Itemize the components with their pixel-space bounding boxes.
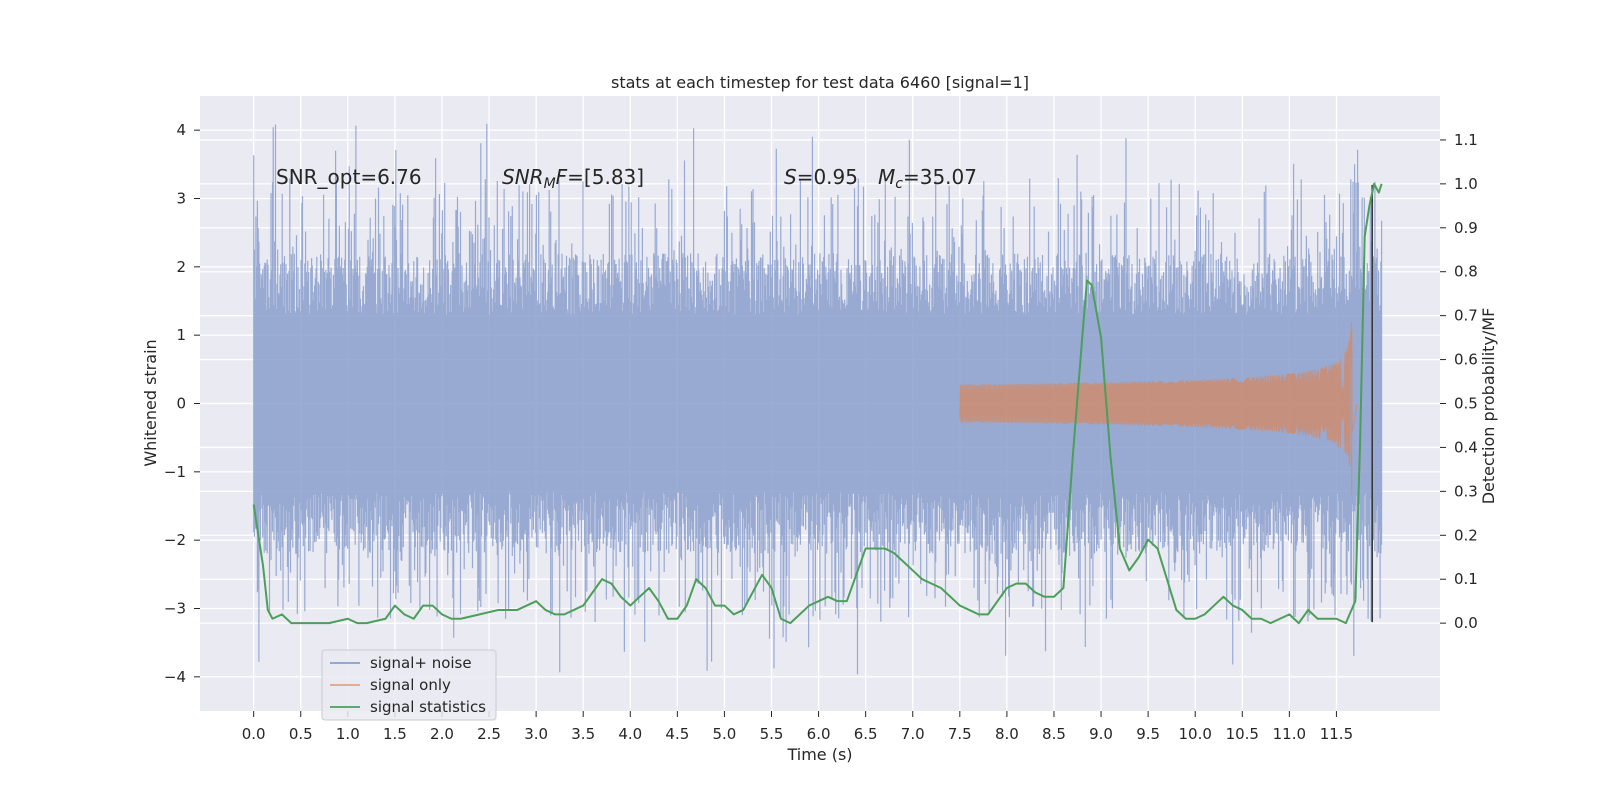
x-tick-label: 8.5 bbox=[1042, 725, 1066, 743]
annotation-snr-mf-label2: F bbox=[556, 165, 568, 189]
y-right-tick-label: 1.0 bbox=[1454, 175, 1478, 193]
annotation-snr-opt: SNR_opt=6.76 bbox=[276, 165, 422, 189]
x-tick-label: 2.0 bbox=[430, 725, 454, 743]
y-tick-label: −2 bbox=[164, 531, 186, 549]
annotation-mc-sub: c bbox=[895, 176, 903, 192]
chart-title: stats at each timestep for test data 646… bbox=[611, 73, 1029, 92]
chirp-trace bbox=[959, 322, 1358, 495]
x-tick-label: 4.0 bbox=[618, 725, 642, 743]
y-tick-label: 4 bbox=[176, 121, 186, 139]
series-signal-only bbox=[959, 322, 1358, 495]
y-tick-label: 2 bbox=[176, 258, 186, 276]
x-tick-label: 9.5 bbox=[1136, 725, 1160, 743]
x-tick-label: 6.0 bbox=[807, 725, 831, 743]
x-tick-label: 11.5 bbox=[1320, 725, 1353, 743]
legend-label-signal-statistics: signal statistics bbox=[370, 698, 486, 716]
y-right-tick-label: 0.9 bbox=[1454, 219, 1478, 237]
y-right-tick-label: 0.7 bbox=[1454, 307, 1478, 325]
y-tick-label: −4 bbox=[164, 668, 186, 686]
x-axis-label: Time (s) bbox=[786, 745, 852, 764]
y-tick-label: −1 bbox=[164, 463, 186, 481]
y-tick-label: 1 bbox=[176, 326, 186, 344]
statistics-trace bbox=[252, 182, 1383, 625]
x-tick-label: 3.5 bbox=[571, 725, 595, 743]
x-tick-label: 6.5 bbox=[854, 725, 878, 743]
x-tick-label: 10.0 bbox=[1178, 725, 1211, 743]
legend: signal+ noise signal only signal statist… bbox=[321, 649, 497, 721]
legend-box bbox=[321, 649, 497, 721]
x-tick-label: 3.0 bbox=[524, 725, 548, 743]
annotation-snr-mf-label: SNR bbox=[502, 165, 544, 189]
annotation-mc: Mc=35.07 bbox=[878, 165, 977, 192]
y-right-tick-label: 0.0 bbox=[1454, 614, 1478, 632]
x-tick-label: 2.5 bbox=[477, 725, 501, 743]
x-tick-label: 5.5 bbox=[760, 725, 784, 743]
x-tick-label: 5.0 bbox=[713, 725, 737, 743]
y-right-tick-label: 0.4 bbox=[1454, 438, 1478, 456]
y-right-tick-label: 0.6 bbox=[1454, 351, 1478, 369]
y-right-tick-label: 0.1 bbox=[1454, 570, 1478, 588]
y-right-tick-label: 0.2 bbox=[1454, 526, 1478, 544]
annotation-s: S=0.95 bbox=[784, 165, 858, 189]
x-axis-ticks: 0.0 0.5 1.0 1.5 2.0 2.5 3.0 3.5 4.0 4.5 5.0 5.5 6.0 6… bbox=[242, 711, 1353, 743]
y-right-tick-label: 0.8 bbox=[1454, 263, 1478, 281]
x-tick-label: 7.5 bbox=[948, 725, 972, 743]
annotation-s-value: =0.95 bbox=[797, 165, 858, 189]
annotation-snr-mf-sub: M bbox=[544, 176, 556, 192]
x-tick-label: 10.5 bbox=[1226, 725, 1259, 743]
annotation-mc-value: =35.07 bbox=[903, 165, 977, 189]
y-tick-label: 0 bbox=[176, 395, 186, 413]
x-tick-label: 0.0 bbox=[242, 725, 266, 743]
annotation-mc-label: M bbox=[878, 165, 895, 189]
legend-label-signal-noise: signal+ noise bbox=[370, 654, 472, 672]
annotation-s-label: S bbox=[784, 165, 797, 189]
y-right-tick-label: 0.3 bbox=[1454, 482, 1478, 500]
y-axis-ticks: 4 3 2 1 0 −1 −2 −3 −4 bbox=[164, 121, 200, 686]
x-tick-label: 1.0 bbox=[336, 725, 360, 743]
x-tick-label: 1.5 bbox=[383, 725, 407, 743]
annotation-snr-mf-value: =[5.83] bbox=[567, 165, 644, 189]
x-tick-label: 11.0 bbox=[1273, 725, 1306, 743]
y-right-axis-ticks: 1.1 1.0 0.9 0.8 0.7 0.6 0.5 0.4 0.3 0.2 0.1 0.0 bbox=[1440, 131, 1478, 632]
x-tick-label: 8.0 bbox=[995, 725, 1019, 743]
y-right-tick-label: 0.5 bbox=[1454, 395, 1478, 413]
y-right-tick-label: 1.1 bbox=[1454, 131, 1478, 149]
x-tick-label: 9.0 bbox=[1089, 725, 1113, 743]
annotation-snr-mf: SNRMF=[5.83] bbox=[502, 165, 644, 192]
x-tick-label: 0.5 bbox=[289, 725, 313, 743]
legend-label-signal-only: signal only bbox=[370, 676, 451, 694]
y-right-axis-label: Detection probability/MF bbox=[1479, 308, 1498, 505]
x-tick-label: 4.5 bbox=[665, 725, 689, 743]
y-axis-label: Whitened strain bbox=[141, 339, 160, 466]
series-signal-statistics bbox=[252, 182, 1383, 625]
y-tick-label: 3 bbox=[176, 190, 186, 208]
x-tick-label: 7.0 bbox=[901, 725, 925, 743]
y-tick-label: −3 bbox=[164, 600, 186, 618]
